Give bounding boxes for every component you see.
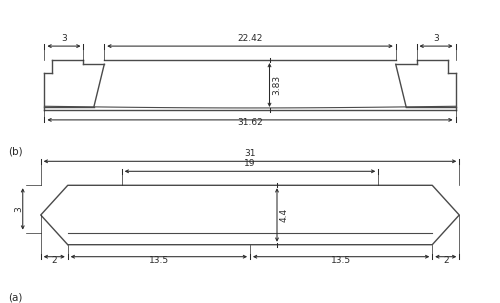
Text: 4.4: 4.4 [280,208,289,222]
Text: (b): (b) [8,146,22,156]
Text: 2: 2 [52,256,57,265]
Text: 31: 31 [244,149,256,158]
Text: 3: 3 [15,206,24,212]
Text: 2: 2 [443,256,448,265]
Text: 22.42: 22.42 [238,34,262,43]
Text: 3: 3 [433,34,439,43]
Text: (a): (a) [8,293,22,303]
Text: 13.5: 13.5 [331,256,351,265]
Text: 31.62: 31.62 [237,118,263,127]
Text: 3: 3 [61,34,67,43]
Text: 19: 19 [244,159,256,168]
Text: 3.83: 3.83 [272,75,281,95]
Text: 13.5: 13.5 [149,256,169,265]
